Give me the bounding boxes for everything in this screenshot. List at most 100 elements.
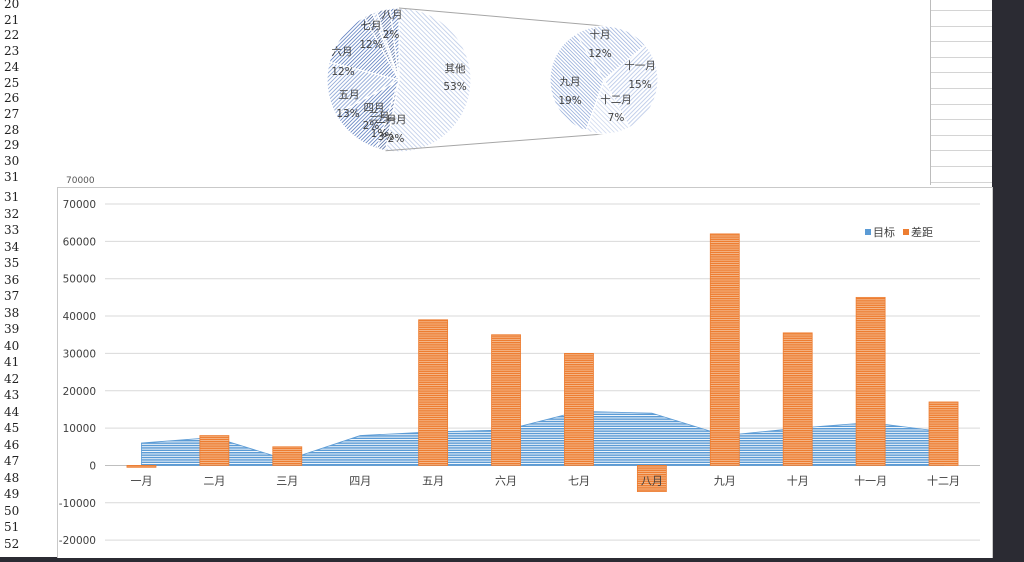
pie-slice-label: 三月 [369, 111, 390, 123]
row-number[interactable]: 48 [4, 470, 20, 485]
row-number[interactable]: 35 [4, 256, 20, 270]
pie-slice-label: 十二月 [600, 93, 632, 106]
row-number[interactable]: 33 [4, 223, 20, 237]
bar-gap-九月[interactable] [709, 233, 740, 466]
bar-gap-一月[interactable] [126, 465, 157, 468]
row-number[interactable]: 25 [4, 75, 20, 90]
pie-slice-label: 六月 [332, 46, 353, 58]
row-number[interactable]: 28 [4, 122, 20, 137]
row-number[interactable]: 29 [4, 138, 20, 153]
pie-slice-percent: 7% [608, 112, 625, 124]
row-number[interactable]: 52 [4, 536, 20, 551]
y-tick-label: 10000 [63, 423, 96, 435]
bar-gap-十月[interactable] [782, 332, 813, 466]
x-tick-label: 三月 [276, 474, 298, 487]
pie-slice[interactable] [384, 7, 472, 153]
row-number[interactable]: 34 [4, 239, 20, 254]
window-edge [992, 0, 1024, 557]
row-number[interactable]: 40 [4, 338, 20, 353]
row-number[interactable]: 22 [4, 28, 20, 43]
row-number[interactable]: 38 [4, 305, 20, 320]
area-series-target[interactable] [141, 410, 944, 466]
row-header-column: 20 21 22 23 24 25 26 27 28 29 30 31 31 32 33 34 35 36 37 38… [0, 0, 57, 557]
legend-swatch [903, 229, 909, 235]
cell-gridline [931, 72, 993, 74]
y-tick-label: 70000 [63, 199, 96, 211]
row-number[interactable]: 23 [4, 44, 20, 59]
row-number[interactable]: 26 [4, 91, 20, 106]
y-tick-label: 50000 [63, 274, 96, 286]
clipped-axis-label: 70000 [66, 176, 95, 186]
pie-slice[interactable] [328, 16, 401, 81]
pie-slice-label: 二月 [376, 114, 397, 126]
cell-gridline [931, 103, 993, 105]
y-tick-label: 60000 [63, 236, 96, 248]
row-number[interactable]: 42 [4, 371, 20, 386]
column-area-chart[interactable]: 70000 60000 50000 40000 30000 20000 10000 0 -100… [57, 187, 993, 558]
chart-canvas: 70000 60000 50000 40000 30000 20000 10000 0 -100… [59, 199, 980, 547]
x-tick-label: 八月 [641, 474, 663, 487]
connector-line [398, 7, 605, 27]
row-number[interactable]: 27 [4, 106, 20, 121]
row-number[interactable]: 51 [4, 520, 20, 534]
secondary-pie-slice[interactable] [549, 33, 605, 132]
secondary-pie-slice[interactable] [603, 44, 659, 129]
y-tick-label: -20000 [59, 535, 96, 547]
pie-slice[interactable] [389, 7, 400, 81]
cell-gridline [931, 119, 993, 121]
row-number[interactable]: 47 [4, 454, 20, 468]
bar-gap-十一月[interactable] [855, 296, 886, 466]
bar-gap-二月[interactable] [199, 435, 230, 466]
legend-label: 差距 [911, 225, 933, 239]
x-tick-label: 十月 [787, 473, 809, 487]
bar-gap-七月[interactable] [564, 352, 594, 466]
pie-slice-label: 九月 [560, 76, 581, 88]
row-number[interactable]: 21 [4, 12, 20, 27]
y-tick-label: 20000 [63, 386, 96, 398]
row-number[interactable]: 32 [4, 206, 20, 221]
row-number[interactable]: 41 [4, 355, 20, 369]
bar-gap-三月[interactable] [272, 446, 303, 466]
bar-gap-八月[interactable] [636, 465, 667, 492]
pie-slice-percent: 1% [371, 128, 388, 140]
pie-slice-label: 四月 [364, 102, 385, 114]
pie-slice-label: 五月 [339, 89, 360, 101]
row-number[interactable]: 46 [4, 437, 20, 452]
pie-slice-label: 一月 [386, 114, 407, 126]
legend-label: 目标 [873, 225, 895, 239]
row-number[interactable]: 44 [4, 404, 20, 419]
pie-slice-percent: 12% [331, 66, 354, 78]
row-number[interactable]: 31 [4, 169, 20, 184]
cell-gridline [931, 10, 993, 11]
cell-gridline [931, 134, 993, 136]
row-number[interactable]: 37 [4, 289, 20, 303]
bar-gap-六月[interactable] [491, 334, 521, 466]
row-number[interactable]: 39 [4, 322, 20, 336]
pie-slice-percent: 53% [443, 81, 466, 93]
connector-line [385, 133, 605, 152]
pie-slice-percent: 2% [383, 29, 400, 41]
pie-slice-label: 七月 [361, 20, 382, 32]
pie-slice-percent: 3% [378, 131, 395, 143]
row-number[interactable]: 31 [4, 190, 20, 204]
pie-slice-label: 十一月 [624, 59, 656, 72]
row-number[interactable]: 24 [4, 59, 20, 74]
row-number[interactable]: 30 [4, 154, 20, 168]
row-number[interactable]: 43 [4, 388, 20, 402]
row-number[interactable]: 45 [4, 421, 20, 435]
x-tick-label: 十二月 [927, 473, 960, 487]
x-tick-label: 七月 [568, 474, 590, 487]
x-tick-label: 四月 [349, 474, 371, 487]
row-number[interactable]: 50 [4, 503, 20, 518]
secondary-pie-slice[interactable] [574, 25, 647, 81]
bar-gap-五月[interactable] [418, 319, 449, 466]
cell-gridline [931, 166, 993, 167]
row-number[interactable]: 36 [4, 272, 20, 287]
x-tick-label: 十一月 [854, 473, 887, 487]
bar-gap-十二月[interactable] [928, 401, 959, 466]
pie-slice-percent: 13% [336, 108, 359, 120]
row-number[interactable]: 49 [4, 487, 20, 501]
pie-slice-label: 十月 [590, 28, 611, 41]
row-number[interactable]: 20 [4, 0, 20, 11]
